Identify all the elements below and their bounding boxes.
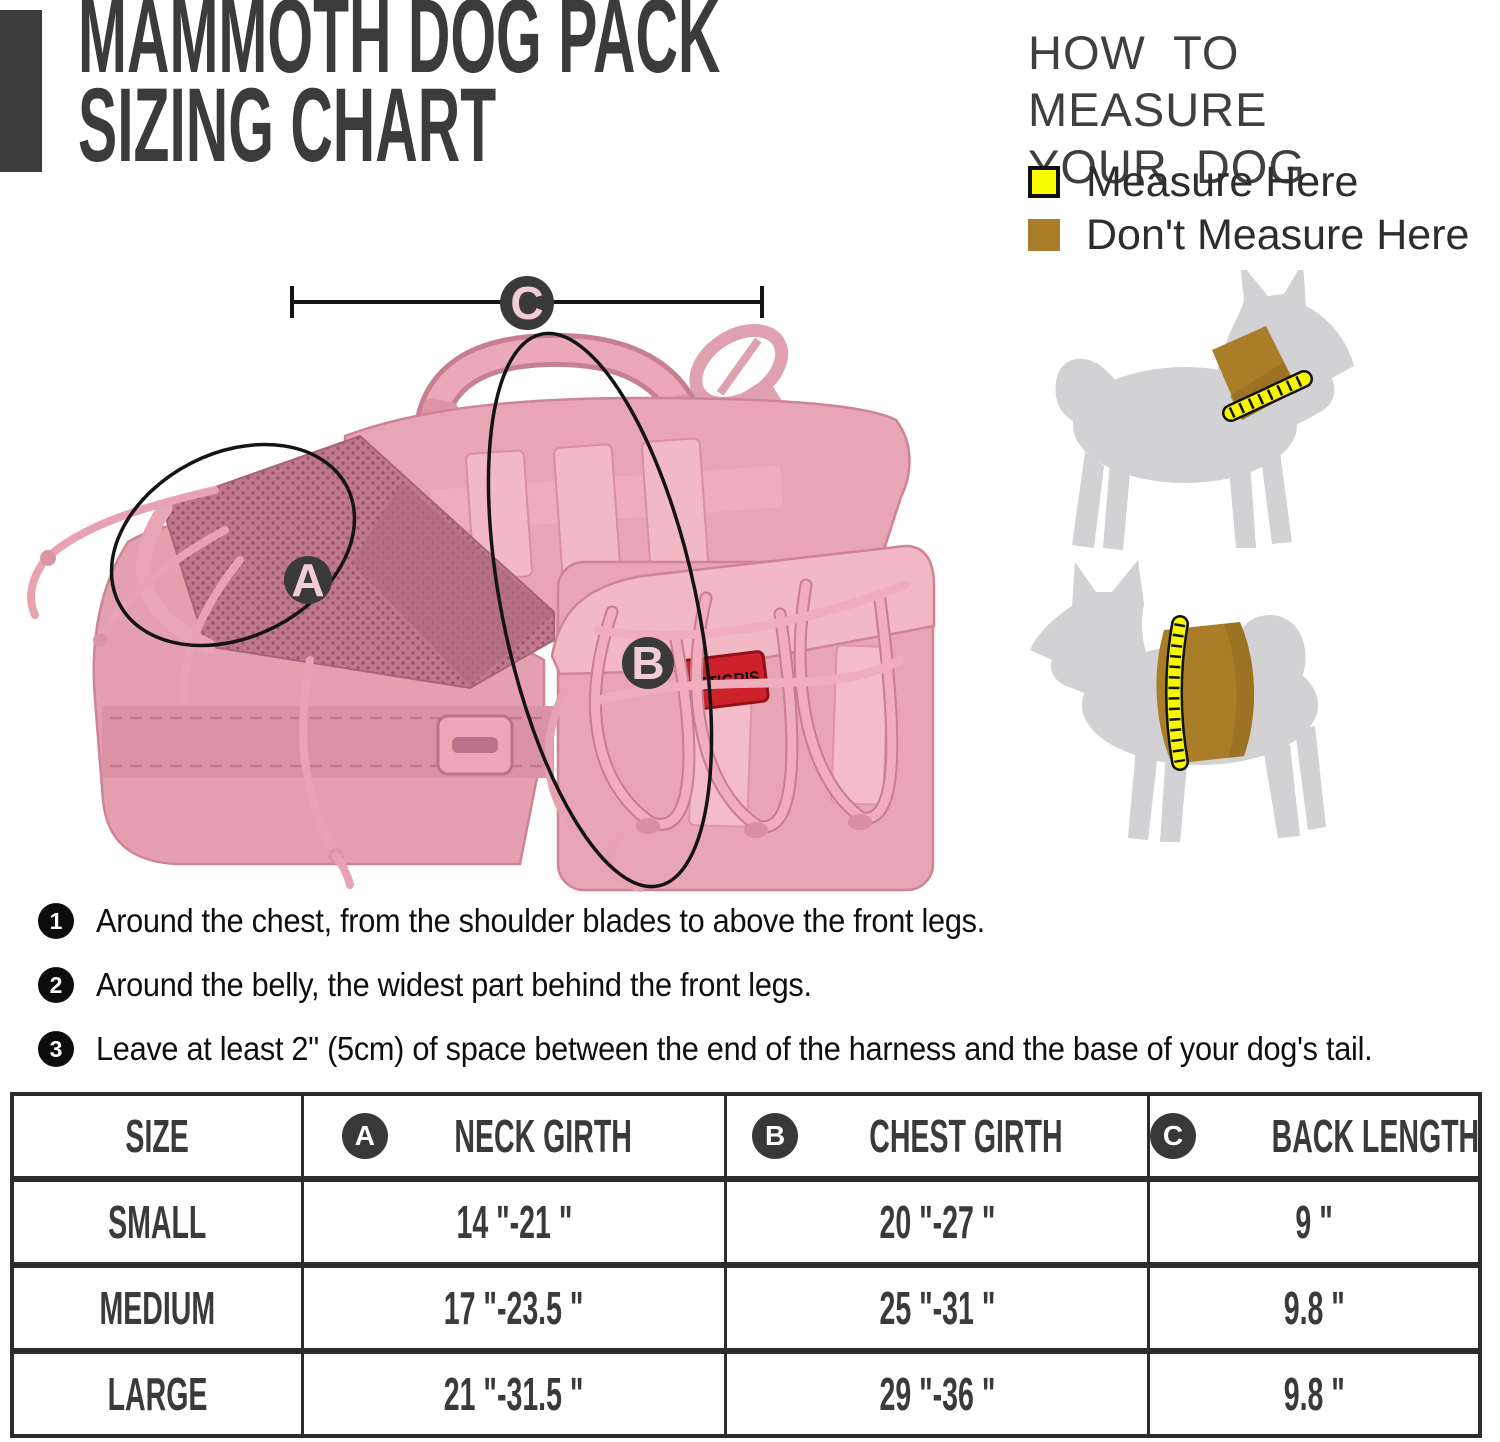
- legend-measure-here: Measure Here: [1028, 157, 1359, 206]
- badge-a: A: [341, 1113, 388, 1159]
- marker-c: C: [500, 276, 554, 330]
- header-label: SIZE: [125, 1110, 190, 1162]
- marker-b: B: [622, 637, 674, 689]
- marker-a: A: [284, 554, 332, 606]
- neck-value: 17 "-23.5 ": [444, 1282, 584, 1334]
- instructions-list: 1 Around the chest, from the shoulder bl…: [38, 901, 1493, 1093]
- bungee-cords: [589, 578, 910, 838]
- cell-size: MEDIUM: [14, 1268, 301, 1348]
- table-row-medium: MEDIUM 17 "-23.5 " 25 "-31 " 9.8 ": [14, 1262, 1478, 1348]
- cell-neck: 21 "-31.5 ": [301, 1354, 724, 1434]
- instruction-text: Around the belly, the widest part behind…: [96, 966, 812, 1003]
- table-row-large: LARGE 21 "-31.5 " 29 "-36 " 9.8 ": [14, 1348, 1478, 1434]
- header-label: NECK GIRTH: [454, 1110, 632, 1162]
- table-header-row: SIZE A NECK GIRTH B CHEST GIRTH C BACK L…: [14, 1096, 1479, 1176]
- cell-back: 9 ": [1147, 1182, 1478, 1262]
- header-cell-size: SIZE: [14, 1096, 301, 1176]
- badge-b: B: [752, 1113, 799, 1159]
- dog-pack-illustration: NETIGRIS: [27, 276, 936, 892]
- instruction-item: 3 Leave at least 2" (5cm) of space betwe…: [38, 1029, 1493, 1069]
- howto-heading-line1: HOW TO MEASURE: [1028, 26, 1268, 136]
- instruction-item: 2 Around the belly, the widest part behi…: [38, 965, 1493, 1005]
- strap-slider-buckle: [436, 714, 514, 776]
- dog-neck-band: [1212, 326, 1313, 422]
- header-label: CHEST GIRTH: [869, 1110, 1063, 1162]
- howto-heading: HOW TO MEASURE YOUR DOG: [1028, 24, 1500, 195]
- cell-back: 9.8 ": [1147, 1354, 1478, 1434]
- cell-size: LARGE: [14, 1354, 301, 1434]
- sizing-table: SIZE A NECK GIRTH B CHEST GIRTH C BACK L…: [10, 1092, 1482, 1438]
- pack-measure-ellipse: [486, 331, 714, 889]
- chest-value: 29 "-36 ": [879, 1368, 995, 1420]
- cell-neck: 14 "-21 ": [301, 1182, 724, 1262]
- instruction-number-badge: 1: [38, 903, 74, 939]
- size-value: LARGE: [107, 1368, 208, 1420]
- measure-here-swatch: [1028, 166, 1060, 198]
- cell-neck: 17 "-23.5 ": [301, 1268, 724, 1348]
- instruction-number-badge: 3: [38, 1031, 74, 1067]
- mesh-inner-pad: [352, 482, 554, 686]
- legend-dont-measure-here: Don't Measure Here: [1028, 210, 1470, 259]
- dog-belly-band: [1156, 615, 1255, 771]
- measurement-dogs: [1030, 270, 1354, 842]
- size-value: SMALL: [108, 1196, 207, 1248]
- cell-back: 9.8 ": [1147, 1268, 1478, 1348]
- chest-value: 25 "-31 ": [879, 1282, 995, 1334]
- dog-neck-figure: [1055, 270, 1354, 550]
- title-accent-bar: [0, 10, 42, 172]
- neck-value: 21 "-31.5 ": [444, 1368, 584, 1420]
- dont-measure-here-label: Don't Measure Here: [1086, 210, 1470, 259]
- badge-c: C: [1150, 1113, 1196, 1159]
- header-cell-neck-girth: A NECK GIRTH: [301, 1096, 724, 1176]
- header-cell-back-length: C BACK LENGTH: [1147, 1096, 1500, 1176]
- page-title: MAMMOTH DOG PACK SIZING CHART: [78, 0, 1225, 184]
- cell-size: SMALL: [14, 1182, 301, 1262]
- chest-value: 20 "-27 ": [879, 1196, 995, 1248]
- neck-measure-ellipse: [109, 442, 357, 648]
- back-value: 9 ": [1295, 1196, 1333, 1248]
- table-row-small: SMALL 14 "-21 " 20 "-27 " 9 ": [14, 1176, 1478, 1262]
- cell-chest: 25 "-31 ": [724, 1268, 1147, 1348]
- instruction-number-badge: 2: [38, 967, 74, 1003]
- marker-b-label: B: [631, 637, 664, 689]
- measure-here-label: Measure Here: [1086, 157, 1359, 206]
- page-title-line2: SIZING CHART: [78, 67, 497, 184]
- cell-chest: 29 "-36 ": [724, 1354, 1147, 1434]
- size-value: MEDIUM: [99, 1282, 216, 1334]
- back-value: 9.8 ": [1283, 1368, 1345, 1420]
- page-title-line1: MAMMOTH DOG PACK: [78, 0, 721, 95]
- howto-heading-line2: YOUR DOG: [1028, 140, 1306, 193]
- marker-a-label: A: [291, 554, 324, 606]
- instruction-text: Around the chest, from the shoulder blad…: [96, 902, 985, 939]
- instruction-text: Leave at least 2" (5cm) of space between…: [96, 1030, 1373, 1067]
- neck-value: 14 "-21 ": [456, 1196, 572, 1248]
- instruction-item: 1 Around the chest, from the shoulder bl…: [38, 901, 1493, 941]
- cell-chest: 20 "-27 ": [724, 1182, 1147, 1262]
- dont-measure-here-swatch: [1028, 219, 1060, 251]
- back-value: 9.8 ": [1283, 1282, 1345, 1334]
- marker-c-label: C: [510, 277, 543, 329]
- header-label: BACK LENGTH: [1271, 1110, 1480, 1162]
- header-cell-chest-girth: B CHEST GIRTH: [724, 1096, 1147, 1176]
